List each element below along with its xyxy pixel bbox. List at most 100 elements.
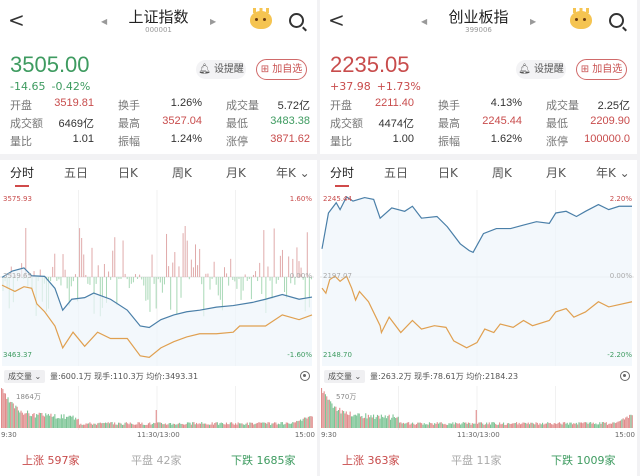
volume-bar <box>111 422 113 428</box>
volume-bar <box>617 421 619 428</box>
tab-2[interactable]: 日K <box>118 166 138 180</box>
indicator-selector[interactable]: 成交量 ⌄ <box>324 370 366 383</box>
volume-bar <box>203 423 205 428</box>
volume-bar <box>454 422 456 428</box>
volume-bar <box>460 424 462 428</box>
volume-bar <box>229 422 231 428</box>
volume-bar <box>7 397 9 428</box>
volume-bar <box>224 424 226 428</box>
prev-index-icon[interactable]: ◀ <box>101 17 108 26</box>
volume-bar <box>132 424 134 428</box>
volume-bar <box>140 423 142 428</box>
volume-bar <box>545 423 547 428</box>
intraday-chart[interactable] <box>0 190 317 366</box>
back-button[interactable]: < <box>328 8 345 32</box>
volume-bar <box>81 424 83 428</box>
settings-icon[interactable] <box>620 371 630 381</box>
volume-bar <box>309 416 311 428</box>
back-button[interactable]: < <box>8 8 25 32</box>
settings-icon[interactable] <box>300 371 310 381</box>
volume-bar <box>175 424 177 428</box>
volume-bar <box>562 422 564 428</box>
volume-bar <box>137 422 139 428</box>
volume-bar <box>38 412 40 428</box>
volume-bar <box>431 423 433 428</box>
prev-index-icon[interactable]: ◀ <box>421 17 428 26</box>
average-line <box>321 275 633 349</box>
volume-bar <box>276 424 278 428</box>
volume-bar <box>29 415 31 428</box>
tab-3[interactable]: 周K <box>172 166 192 180</box>
tab-4[interactable]: 月K <box>226 166 246 180</box>
volume-bar <box>445 424 447 428</box>
volume-bar <box>326 396 328 428</box>
volume-bar <box>12 403 14 428</box>
volume-bar <box>288 423 290 428</box>
stat-label: 涨停 <box>226 135 248 148</box>
volume-bar <box>297 421 299 428</box>
volume-bar <box>517 424 519 428</box>
volume-bar <box>396 417 398 428</box>
chart-high-label: 2245.44 <box>323 195 352 203</box>
volume-bar <box>241 423 243 428</box>
volume-bar <box>67 416 69 428</box>
volume-bar <box>612 422 614 428</box>
volume-bar <box>2 389 4 428</box>
volume-bar <box>121 424 123 428</box>
set-alert-button[interactable]: 🔔︎ 设提醒 <box>196 60 246 79</box>
volume-bar <box>354 414 356 428</box>
tab-0[interactable]: 分时 <box>330 166 355 187</box>
advancers-count: 上涨 597家 <box>22 454 80 467</box>
add-watchlist-button[interactable]: ⊞ 加自选 <box>256 59 307 80</box>
mascot-icon[interactable] <box>250 8 272 29</box>
volume-bar <box>160 422 162 428</box>
volume-bar <box>436 422 438 428</box>
search-icon[interactable] <box>289 13 304 28</box>
add-watchlist-label: 加自选 <box>272 64 303 75</box>
volume-bar <box>371 417 373 428</box>
volume-bar <box>443 424 445 428</box>
search-icon[interactable] <box>609 13 624 28</box>
volume-bar <box>89 422 91 428</box>
add-watchlist-button[interactable]: ⊞ 加自选 <box>576 59 627 80</box>
volume-bar <box>219 423 221 428</box>
stat-value: 4474亿 <box>378 118 414 130</box>
price-line <box>1 267 313 329</box>
volume-bar <box>365 413 367 428</box>
volume-bar <box>97 423 99 428</box>
volume-bar <box>378 415 380 428</box>
tab-2[interactable]: 日K <box>438 166 458 180</box>
volume-bar <box>356 415 358 428</box>
tab-1[interactable]: 五日 <box>64 166 89 180</box>
tab-1[interactable]: 五日 <box>384 166 409 180</box>
volume-bar <box>207 424 209 428</box>
volume-bar <box>530 422 532 428</box>
volume-bar <box>115 424 117 428</box>
tab-3[interactable]: 周K <box>492 166 512 180</box>
volume-bar <box>508 422 510 428</box>
tab-5[interactable]: 年K ⌄ <box>596 166 630 180</box>
stat-value: 1.62% <box>490 133 522 145</box>
volume-bar <box>350 416 352 428</box>
volume-bar <box>497 424 499 428</box>
tab-0[interactable]: 分时 <box>10 166 35 187</box>
volume-bar <box>587 423 589 428</box>
volume-bar <box>523 422 525 428</box>
mascot-icon[interactable] <box>570 8 592 29</box>
volume-bar <box>105 422 107 428</box>
volume-bar <box>75 417 77 428</box>
volume-bar <box>417 422 419 428</box>
stat-label: 换手 <box>438 99 460 112</box>
volume-bar <box>131 423 133 428</box>
next-index-icon[interactable]: ▶ <box>210 17 217 26</box>
set-alert-button[interactable]: 🔔︎ 设提醒 <box>516 60 566 79</box>
volume-bar <box>84 424 86 428</box>
volume-chart[interactable] <box>0 386 317 430</box>
volume-bar <box>408 422 410 428</box>
indicator-selector[interactable]: 成交量 ⌄ <box>4 370 46 383</box>
volume-chart[interactable] <box>320 386 637 430</box>
tab-4[interactable]: 月K <box>546 166 566 180</box>
intraday-chart[interactable] <box>320 190 637 366</box>
tab-5[interactable]: 年K ⌄ <box>276 166 310 180</box>
next-index-icon[interactable]: ▶ <box>530 17 537 26</box>
